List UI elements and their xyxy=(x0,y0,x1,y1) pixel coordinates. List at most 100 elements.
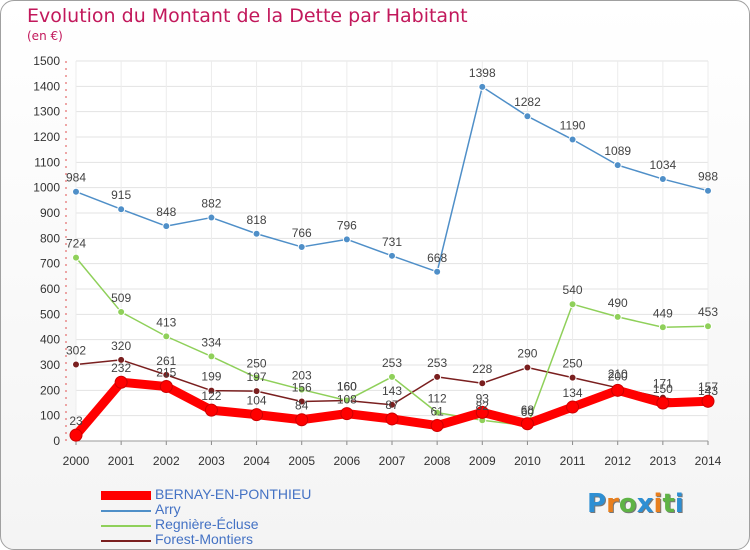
data-label: 134 xyxy=(563,386,583,400)
data-label: 1398 xyxy=(469,66,496,80)
y-tick-label: 600 xyxy=(40,282,60,296)
x-tick-label: 2000 xyxy=(63,454,90,468)
data-label: 320 xyxy=(111,339,131,353)
x-tick-label: 2013 xyxy=(650,454,677,468)
data-point xyxy=(162,370,171,379)
y-tick-label: 1100 xyxy=(34,155,60,169)
legend-label: Arry xyxy=(155,501,181,517)
data-label: 200 xyxy=(608,369,628,383)
data-label: 232 xyxy=(111,361,131,375)
data-label: 509 xyxy=(111,291,131,305)
y-tick-label: 500 xyxy=(40,307,60,321)
data-point xyxy=(475,405,489,419)
data-label: 108 xyxy=(337,393,357,407)
data-point xyxy=(520,417,534,431)
x-tick-label: 2001 xyxy=(108,454,135,468)
data-label: 253 xyxy=(382,356,402,370)
data-point xyxy=(250,408,264,422)
data-point xyxy=(162,222,171,231)
legend: BERNAY-EN-PONTHIEU Arry Regnière-Écluse For… xyxy=(101,486,421,547)
data-point xyxy=(656,396,670,410)
data-label: 796 xyxy=(337,218,357,232)
data-label: 93 xyxy=(476,391,490,405)
data-label: 334 xyxy=(201,335,221,349)
x-tick-label: 2004 xyxy=(243,454,270,468)
data-label: 143 xyxy=(382,384,402,398)
data-point xyxy=(433,267,442,276)
data-label: 250 xyxy=(247,357,267,371)
y-tick-label: 1000 xyxy=(33,181,60,195)
series-bernay-en-ponthieu xyxy=(69,375,715,442)
y-tick-label: 0 xyxy=(53,434,60,448)
data-point xyxy=(658,323,667,332)
data-point xyxy=(297,397,306,406)
data-label: 1034 xyxy=(650,158,677,172)
data-label: 253 xyxy=(427,356,447,370)
data-point xyxy=(704,322,712,331)
x-tick-label: 2005 xyxy=(288,454,315,468)
data-label: 228 xyxy=(472,362,492,376)
data-label: 104 xyxy=(247,394,267,408)
data-label: 210 xyxy=(608,367,628,381)
data-label: 302 xyxy=(66,343,86,357)
y-tick-label: 1400 xyxy=(33,79,60,93)
data-point xyxy=(523,112,532,121)
y-tick-label: 900 xyxy=(40,206,60,220)
y-tick-label: 800 xyxy=(40,231,60,245)
data-label: 68 xyxy=(521,403,535,417)
y-tick-label: 200 xyxy=(40,383,60,397)
data-label: 203 xyxy=(292,369,312,383)
data-point xyxy=(611,383,625,397)
data-label: 731 xyxy=(382,235,402,249)
x-tick-label: 2007 xyxy=(379,454,406,468)
data-point xyxy=(478,82,487,91)
x-tick-label: 2002 xyxy=(153,454,180,468)
data-label: 156 xyxy=(292,380,312,394)
legend-item: BERNAY-EN-PONTHIEU xyxy=(101,486,421,502)
data-point xyxy=(162,332,171,341)
data-label: 766 xyxy=(292,226,312,240)
data-point xyxy=(388,372,396,381)
data-label: 818 xyxy=(247,213,267,227)
data-point xyxy=(340,407,354,421)
data-label: 984 xyxy=(66,171,86,185)
data-point xyxy=(117,355,126,364)
data-label: 61 xyxy=(430,405,444,419)
x-tick-label: 2012 xyxy=(604,454,631,468)
data-point xyxy=(566,400,580,414)
legend-item: Forest-Montiers xyxy=(101,531,421,547)
legend-label: Forest-Montiers xyxy=(155,531,254,547)
data-point xyxy=(478,379,487,388)
data-point xyxy=(114,375,128,389)
x-tick-label: 2014 xyxy=(695,454,722,468)
data-label: 171 xyxy=(653,377,673,391)
legend-swatch xyxy=(101,540,151,542)
x-tick-label: 2006 xyxy=(334,454,361,468)
data-label: 915 xyxy=(111,188,131,202)
data-label: 82 xyxy=(476,399,490,413)
y-tick-label: 1200 xyxy=(33,130,60,144)
series-regni-re-cluse xyxy=(72,253,712,430)
data-label: 197 xyxy=(247,370,267,384)
data-point xyxy=(252,373,261,382)
data-label: 160 xyxy=(337,379,357,393)
data-label: 157 xyxy=(698,380,718,394)
data-point xyxy=(207,213,216,222)
y-tick-label: 100 xyxy=(40,409,60,423)
data-point xyxy=(342,235,351,244)
data-point xyxy=(433,372,442,381)
data-label: 112 xyxy=(428,392,447,406)
data-point xyxy=(701,394,715,408)
data-point xyxy=(204,403,218,417)
y-tick-label: 300 xyxy=(40,358,60,372)
data-label: 261 xyxy=(156,354,176,368)
data-point xyxy=(704,186,712,195)
data-point xyxy=(117,308,126,317)
data-point xyxy=(117,205,126,214)
data-label: 490 xyxy=(608,296,628,310)
data-label: 988 xyxy=(698,170,718,184)
legend-label: Regnière-Écluse xyxy=(155,516,259,532)
legend-item: Regnière-Écluse xyxy=(101,516,421,532)
